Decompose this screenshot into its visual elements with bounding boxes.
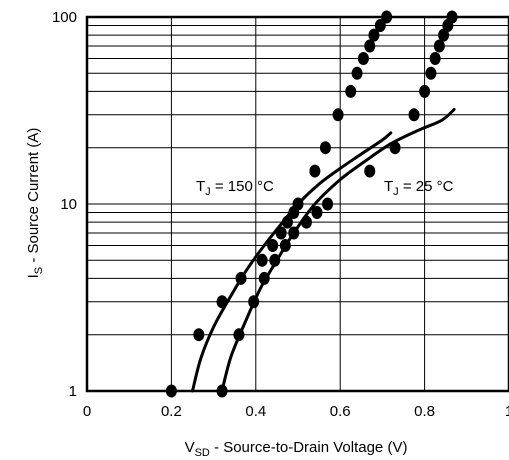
x-tick-labels: 0 0.2 0.4 0.6 0.8 1 — [83, 403, 509, 420]
data-point-150C — [374, 19, 386, 33]
data-point-25C — [389, 141, 401, 155]
data-points — [165, 10, 458, 398]
data-point-150C — [292, 197, 304, 211]
data-point-150C — [364, 39, 376, 53]
annotation-150c: TJ = 150 °C — [196, 178, 274, 198]
series-line-25C — [220, 108, 456, 393]
data-point-150C — [275, 226, 287, 240]
curves — [191, 108, 456, 393]
data-point-150C — [345, 84, 357, 98]
data-point-25C — [364, 164, 376, 178]
data-point-25C — [248, 295, 260, 309]
y-axis-title: IS - Source Current (A) — [25, 128, 45, 279]
data-point-25C — [269, 253, 281, 267]
data-point-150C — [309, 164, 321, 178]
y-tick-label: 100 — [52, 9, 77, 26]
series-line-150C — [191, 131, 393, 393]
data-point-25C — [322, 197, 334, 211]
data-point-25C — [279, 238, 291, 252]
data-point-25C — [429, 51, 441, 65]
data-point-150C — [256, 253, 268, 267]
data-point-25C — [433, 39, 445, 53]
y-tick-labels: 1 10 100 — [52, 9, 77, 400]
data-point-25C — [408, 108, 420, 122]
data-point-150C — [281, 215, 293, 229]
plot-frame — [85, 15, 509, 393]
data-point-25C — [438, 28, 450, 42]
x-tick-label: 0.2 — [161, 403, 182, 420]
data-point-25C — [419, 84, 431, 98]
annotation-25c: TJ = 25 °C — [384, 178, 454, 198]
data-point-150C — [216, 295, 228, 309]
data-point-150C — [357, 51, 369, 65]
y-tick-label: 1 — [69, 383, 77, 400]
data-point-150C — [368, 28, 380, 42]
x-tick-label: 0.4 — [245, 403, 266, 420]
x-tick-label: 1 — [505, 403, 509, 420]
data-point-150C — [193, 328, 205, 342]
x-tick-label: 0.8 — [414, 403, 435, 420]
x-tick-label: 0.6 — [330, 403, 351, 420]
data-point-150C — [332, 108, 344, 122]
data-point-150C — [351, 66, 363, 80]
x-tick-label: 0 — [83, 403, 91, 420]
data-point-25C — [300, 215, 312, 229]
data-point-150C — [235, 271, 247, 285]
data-point-150C — [319, 141, 331, 155]
y-tick-label: 10 — [60, 196, 77, 213]
data-point-25C — [425, 66, 437, 80]
data-point-25C — [233, 328, 245, 342]
x-axis-title: VSD - Source-to-Drain Voltage (V) — [185, 439, 408, 459]
data-point-25C — [258, 271, 270, 285]
data-point-25C — [311, 206, 323, 220]
data-point-25C — [288, 226, 300, 240]
data-point-150C — [267, 238, 279, 252]
